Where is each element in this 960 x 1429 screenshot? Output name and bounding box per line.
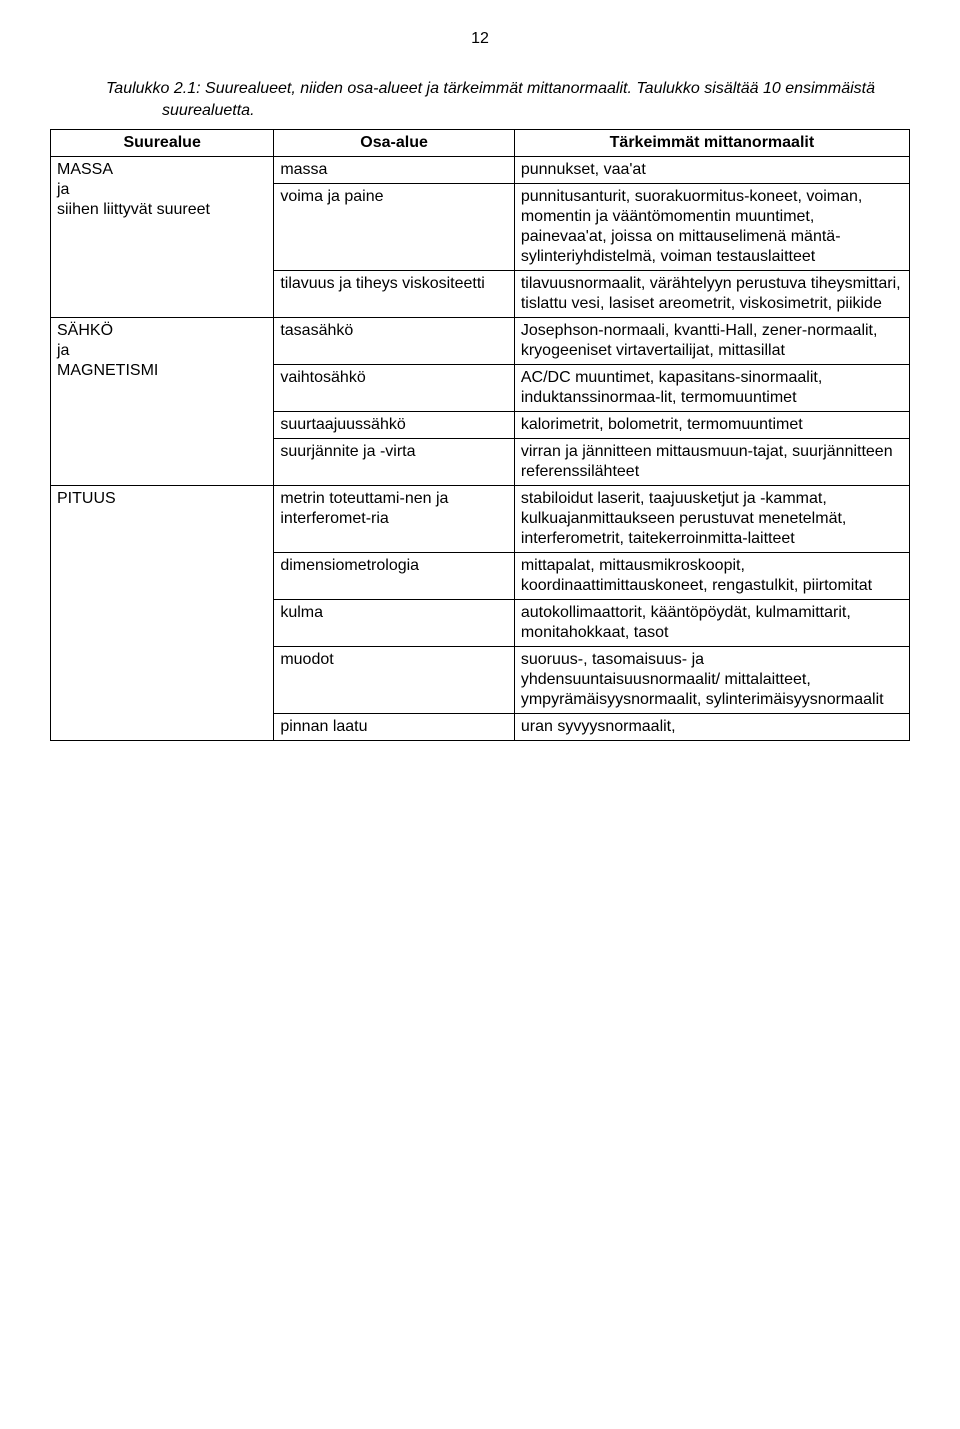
cell: autokollimaattorit, kääntöpöydät, kulmam… [514,600,909,647]
table-row: MASSA ja siihen liittyvät suureet massa … [51,157,910,184]
cell: tasasähkö [274,318,515,365]
cell: pinnan laatu [274,714,515,741]
cell: muodot [274,647,515,714]
sahko-line2: ja [57,341,267,361]
cell: punnitusanturit, suorakuormitus-koneet, … [514,184,909,271]
cell: mittapalat, mittausmikroskoopit, koordin… [514,553,909,600]
page-number: 12 [50,30,910,48]
cell: kulma [274,600,515,647]
cell: metrin toteuttami-nen ja interferomet-ri… [274,486,515,553]
cell: voima ja paine [274,184,515,271]
massa-line3: siihen liittyvät suureet [57,200,267,220]
table-row: SÄHKÖ ja MAGNETISMI tasasähkö Josephson-… [51,318,910,365]
sahko-line1: SÄHKÖ [57,321,267,341]
cell: suoruus-, tasomaisuus- ja yhdensuuntaisu… [514,647,909,714]
caption-rest: Suurealueet, niiden osa-alueet ja tärkei… [162,80,875,119]
table-row: PITUUS metrin toteuttami-nen ja interfer… [51,486,910,553]
cell: kalorimetrit, bolometrit, termomuuntimet [514,412,909,439]
cell-pituus-label: PITUUS [51,486,274,741]
cell: massa [274,157,515,184]
sahko-line3: MAGNETISMI [57,361,267,381]
cell: suurjännite ja -virta [274,439,515,486]
cell: virran ja jännitteen mittausmuun-tajat, … [514,439,909,486]
cell: Josephson-normaali, kvantti-Hall, zener-… [514,318,909,365]
main-table: Suurealue Osa-alue Tärkeimmät mittanorma… [50,129,910,741]
cell: stabiloidut laserit, taajuusketjut ja -k… [514,486,909,553]
cell: tilavuus ja tiheys viskositeetti [274,271,515,318]
header-suurealue: Suurealue [51,130,274,157]
massa-line2: ja [57,180,267,200]
cell: AC/DC muuntimet, kapasitans-sinormaalit,… [514,365,909,412]
cell: uran syvyysnormaalit, [514,714,909,741]
header-mittanormaalit: Tärkeimmät mittanormaalit [514,130,909,157]
cell: suurtaajuussähkö [274,412,515,439]
massa-line1: MASSA [57,160,267,180]
cell-sahko-label: SÄHKÖ ja MAGNETISMI [51,318,274,486]
table-caption: Taulukko 2.1: Suurealueet, niiden osa-al… [106,78,910,121]
header-osa-alue: Osa-alue [274,130,515,157]
cell-massa-label: MASSA ja siihen liittyvät suureet [51,157,274,318]
cell: punnukset, vaa'at [514,157,909,184]
caption-prefix: Taulukko 2.1: [106,80,201,97]
header-row: Suurealue Osa-alue Tärkeimmät mittanorma… [51,130,910,157]
cell: tilavuusnormaalit, värähtelyyn perustuva… [514,271,909,318]
cell: dimensiometrologia [274,553,515,600]
cell: vaihtosähkö [274,365,515,412]
